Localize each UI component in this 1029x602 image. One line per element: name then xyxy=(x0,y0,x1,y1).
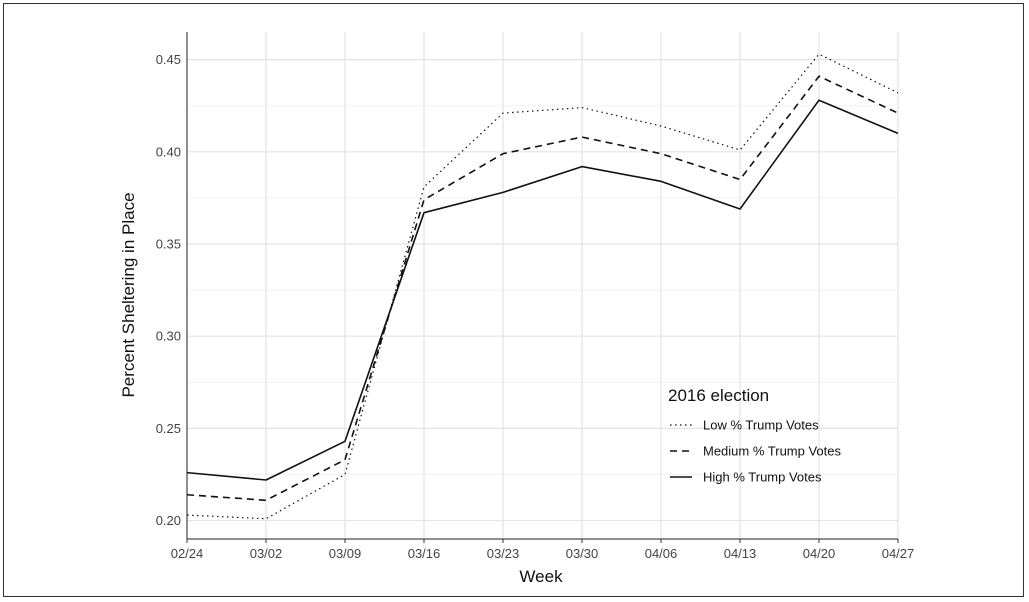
x-tick-label: 04/27 xyxy=(882,546,915,561)
series-lines xyxy=(186,53,899,520)
x-tick-label: 04/06 xyxy=(645,546,678,561)
figure-frame xyxy=(3,3,1024,597)
series-line-high-trump-votes xyxy=(186,99,899,481)
legend-label: Low % Trump Votes xyxy=(703,418,819,433)
axes: 0.20 0.25 0.30 0.35 0.40 0.45 02/24 03/02 03/09 0… xyxy=(156,32,915,561)
x-tick-label: 02/24 xyxy=(171,546,204,561)
y-tick-label: 0.45 xyxy=(156,52,181,67)
x-tick-label: 03/16 xyxy=(408,546,441,561)
series-line-medium-trump-votes xyxy=(186,75,899,502)
x-axis-title: Week xyxy=(519,567,563,586)
grid-lines xyxy=(186,32,899,539)
x-tick-label: 04/20 xyxy=(803,546,836,561)
legend-label: High % Trump Votes xyxy=(703,470,822,485)
legend-label: Medium % Trump Votes xyxy=(703,444,841,459)
x-tick-label: 03/09 xyxy=(329,546,362,561)
legend-title: 2016 election xyxy=(668,386,769,405)
y-tick-label: 0.20 xyxy=(156,513,181,528)
y-tick-label: 0.40 xyxy=(156,144,181,159)
series-line-low-trump-votes xyxy=(186,53,899,520)
y-tick-label: 0.25 xyxy=(156,421,181,436)
legend: 2016 election Low % Trump Votes Medium % … xyxy=(668,386,841,485)
y-axis-title: Percent Sheltering in Place xyxy=(119,192,138,397)
x-tick-label: 03/30 xyxy=(566,546,599,561)
x-tick-label: 03/23 xyxy=(487,546,520,561)
y-tick-label: 0.30 xyxy=(156,329,181,344)
x-tick-label: 04/13 xyxy=(724,546,757,561)
x-tick-label: 03/02 xyxy=(250,546,283,561)
y-tick-label: 0.35 xyxy=(156,237,181,252)
